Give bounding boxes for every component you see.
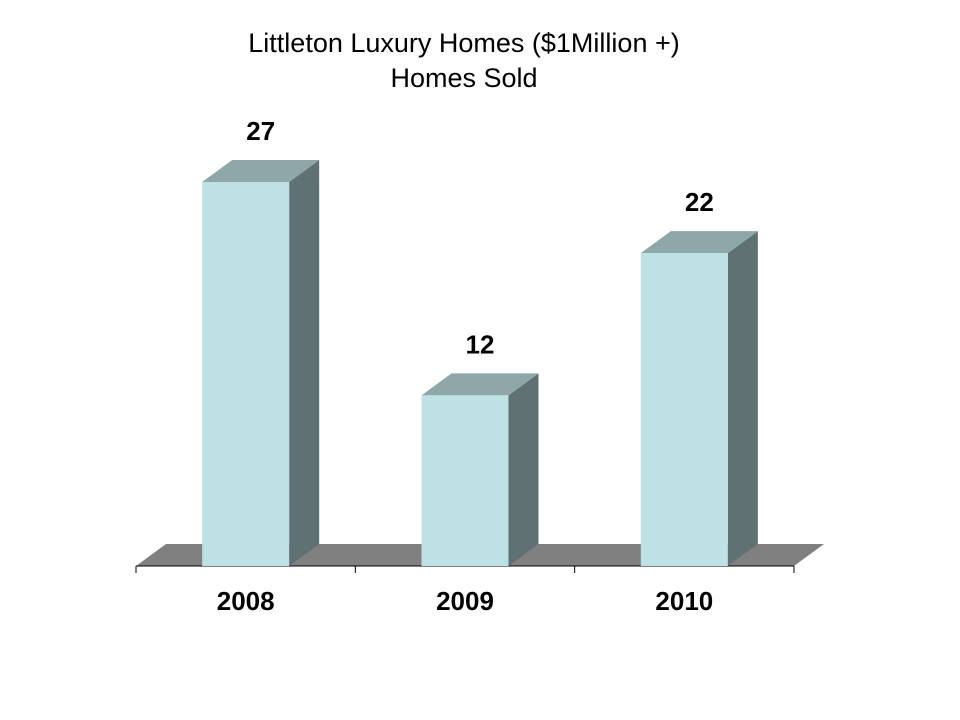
bar-side bbox=[727, 231, 758, 566]
bar-side bbox=[289, 160, 320, 566]
x-tick-label-2010: 2010 bbox=[655, 586, 713, 616]
data-label-2008: 27 bbox=[246, 116, 275, 146]
chart-title: Littleton Luxury Homes ($1Million +) bbox=[248, 28, 680, 58]
x-tick-label-2008: 2008 bbox=[217, 586, 275, 616]
bar-top bbox=[640, 231, 758, 254]
bar-top bbox=[421, 373, 539, 396]
data-label-2010: 22 bbox=[685, 187, 714, 217]
bars bbox=[202, 160, 758, 566]
x-axis bbox=[135, 565, 795, 573]
bar-front bbox=[202, 182, 290, 566]
bar-front bbox=[421, 395, 509, 566]
x-tick-labels: 2008 2009 2010 bbox=[217, 586, 714, 616]
bar-2009 bbox=[421, 373, 539, 566]
bar-top bbox=[202, 160, 320, 182]
data-labels: 27 12 22 bbox=[246, 116, 714, 359]
bar-front bbox=[640, 253, 728, 566]
bar-2010 bbox=[640, 231, 758, 566]
bar-side bbox=[508, 373, 539, 566]
bar-2008 bbox=[202, 160, 320, 566]
x-tick-label-2009: 2009 bbox=[436, 586, 494, 616]
chart-title-block: Littleton Luxury Homes ($1Million +) Hom… bbox=[0, 26, 928, 96]
chart-subtitle: Homes Sold bbox=[390, 63, 538, 93]
data-label-2009: 12 bbox=[466, 329, 495, 359]
